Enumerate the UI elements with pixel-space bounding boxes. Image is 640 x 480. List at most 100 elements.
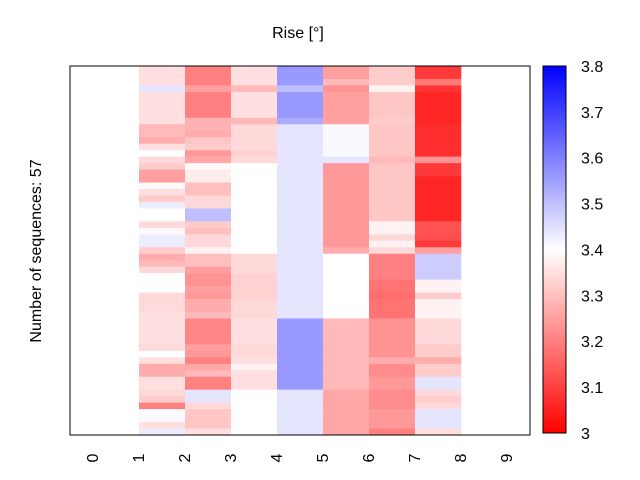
heatmap-cell	[323, 428, 370, 436]
heatmap-cell	[139, 273, 186, 280]
heatmap-cell	[415, 324, 462, 332]
heatmap-cell	[369, 137, 416, 144]
heatmap-cell	[415, 376, 462, 384]
heatmap-cell	[415, 66, 462, 73]
heatmap-cell	[415, 111, 462, 119]
heatmap-cell	[139, 402, 186, 410]
heatmap-cell	[415, 299, 462, 306]
heatmap-cell	[323, 415, 370, 423]
heatmap-cell	[323, 286, 370, 293]
heatmap-cell	[185, 227, 232, 235]
heatmap-cell	[231, 350, 278, 358]
heatmap-cell	[415, 273, 462, 280]
heatmap-cell	[277, 292, 324, 300]
heatmap-cell	[185, 409, 232, 416]
heatmap-cell	[323, 234, 370, 242]
heatmap-cell	[185, 312, 232, 319]
heatmap-cell	[185, 305, 232, 313]
heatmap-cell	[185, 163, 232, 170]
heatmap-cell	[369, 150, 416, 157]
chart-title: Rise [°]	[272, 25, 324, 42]
heatmap-cell	[369, 260, 416, 267]
heatmap-cell	[323, 195, 370, 203]
heatmap-cell	[323, 376, 370, 384]
heatmap-cell	[415, 428, 462, 436]
colorbar-tick-label: 3	[581, 426, 590, 443]
heatmap-cell	[415, 104, 462, 112]
heatmap-cell	[277, 402, 324, 410]
heatmap-cell	[277, 286, 324, 293]
heatmap-cell	[277, 409, 324, 416]
heatmap-cell	[139, 260, 186, 267]
heatmap-cell	[323, 409, 370, 416]
heatmap-cell	[139, 383, 186, 390]
heatmap-cell	[231, 292, 278, 300]
heatmap-cell	[415, 350, 462, 358]
heatmap-cell	[139, 117, 186, 125]
heatmap-cell	[323, 221, 370, 229]
x-tick-label: 5	[315, 453, 332, 462]
heatmap-cell	[139, 350, 186, 358]
heatmap-cell	[415, 312, 462, 319]
heatmap-cell	[369, 143, 416, 151]
heatmap-cell	[231, 260, 278, 267]
heatmap-cell	[139, 130, 186, 138]
heatmap-cell	[277, 389, 324, 397]
heatmap-cell	[139, 318, 186, 326]
heatmap-cell	[231, 396, 278, 403]
heatmap-cell	[415, 195, 462, 203]
heatmap-cell	[369, 370, 416, 378]
heatmap-cell	[415, 189, 462, 196]
heatmap-cell	[139, 66, 186, 73]
heatmap-cell	[415, 169, 462, 177]
heatmap-cell	[415, 363, 462, 371]
heatmap-cell	[231, 182, 278, 190]
heatmap-cell	[185, 104, 232, 112]
colorbar-tick-label: 3.7	[581, 105, 603, 122]
heatmap-cell	[415, 331, 462, 339]
heatmap-cell	[277, 221, 324, 229]
heatmap-cell	[277, 189, 324, 196]
heatmap-cell	[185, 331, 232, 339]
heatmap-cell	[415, 176, 462, 183]
heatmap-cell	[415, 292, 462, 300]
heatmap-cell	[139, 415, 186, 423]
heatmap-cell	[323, 312, 370, 319]
heatmap-cell	[231, 214, 278, 222]
y-axis-label: Number of sequences: 57	[28, 159, 45, 342]
heatmap-cell	[231, 337, 278, 345]
heatmap-cell	[369, 169, 416, 177]
heatmap-cell	[369, 383, 416, 390]
heatmap-cell	[277, 370, 324, 378]
heatmap-cell	[323, 214, 370, 222]
heatmap-cell	[185, 273, 232, 280]
heatmap-cell	[185, 117, 232, 125]
heatmap-cell	[139, 182, 186, 190]
heatmap-cell	[185, 363, 232, 371]
heatmap-cell	[185, 98, 232, 106]
heatmap-cell	[231, 376, 278, 384]
heatmap-cell	[139, 169, 186, 177]
heatmap-cell	[231, 422, 278, 429]
heatmap-cell	[323, 337, 370, 345]
heatmap-cell	[323, 383, 370, 390]
heatmap-cell	[231, 383, 278, 390]
heatmap-cell	[277, 422, 324, 429]
heatmap-cell	[415, 260, 462, 267]
heatmap-cell	[185, 428, 232, 436]
heatmap-cell	[231, 312, 278, 319]
heatmap-cell	[323, 299, 370, 306]
heatmap-cell	[277, 104, 324, 112]
heatmap-cell	[185, 266, 232, 274]
heatmap-cell	[323, 117, 370, 125]
heatmap-cell	[415, 415, 462, 423]
heatmap-cell	[415, 240, 462, 248]
heatmap-cell	[139, 324, 186, 332]
heatmap-cell	[231, 143, 278, 151]
heatmap-cell	[323, 266, 370, 274]
heatmap-cell	[415, 91, 462, 99]
heatmap-cell	[185, 195, 232, 203]
heatmap-cell	[369, 156, 416, 164]
heatmap-cell	[185, 189, 232, 196]
